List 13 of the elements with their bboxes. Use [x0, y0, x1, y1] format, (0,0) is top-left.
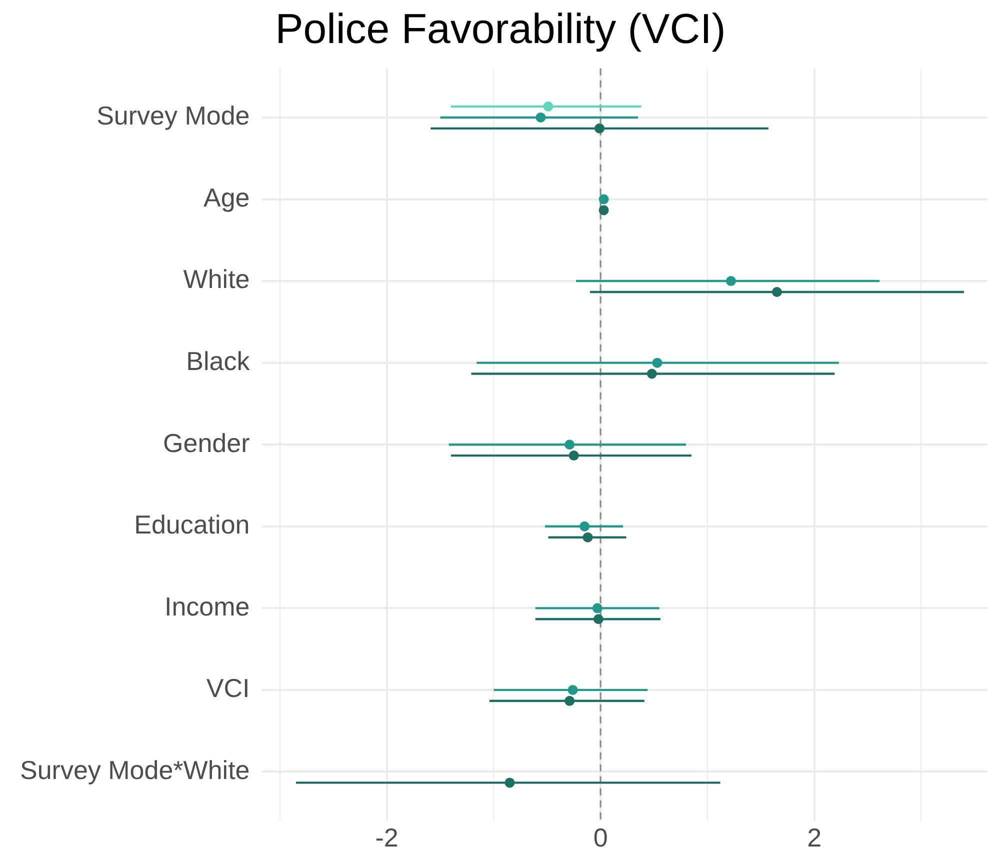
y-tick-label: Income: [164, 591, 250, 622]
x-tick-label: 2: [807, 822, 822, 853]
x-tick-label: -2: [375, 822, 398, 853]
y-tick-label: Age: [203, 182, 250, 212]
y-tick-label: VCI: [206, 673, 250, 704]
y-tick-label: Education: [134, 510, 250, 540]
x-tick-label: 0: [593, 822, 608, 853]
y-tick-label: Gender: [163, 428, 250, 458]
y-tick-label: Survey Mode: [96, 100, 250, 131]
y-tick-label: Black: [186, 346, 251, 376]
y-tick-label: White: [183, 264, 250, 294]
y-tick-label: Survey Mode*White: [20, 754, 250, 785]
chart-title: Police Favorability (VCI): [275, 4, 726, 52]
